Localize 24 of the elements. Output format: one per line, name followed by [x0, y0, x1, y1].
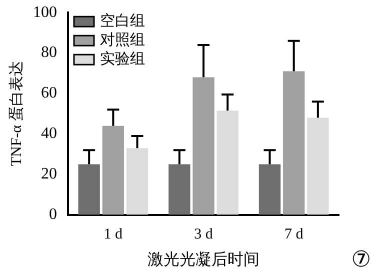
y-tick-label: 40 [41, 125, 57, 142]
bar [192, 77, 214, 215]
legend-label: 实验组 [100, 50, 145, 68]
y-tick-label: 20 [41, 166, 57, 183]
x-axis-title: 激光光凝后时间 [148, 250, 260, 269]
text: ⑦ [351, 248, 371, 273]
bar [78, 164, 100, 215]
x-tick-label: 3 d [194, 226, 214, 243]
legend-label: 空白组 [100, 12, 145, 30]
y-tick-label: 60 [41, 84, 57, 102]
x-tick-label: 1 d [104, 226, 124, 243]
bar [126, 148, 148, 215]
y-tick-label: 80 [41, 44, 57, 62]
y-axis-title: TNF-α 蛋白表达 [8, 61, 25, 166]
x-tick-label: 7 d [284, 226, 304, 243]
bar [102, 126, 124, 215]
legend-label: 对照组 [100, 32, 145, 49]
y-tick-label: 0 [49, 206, 57, 224]
bar [258, 164, 281, 215]
bar [216, 110, 238, 215]
bar [168, 164, 190, 215]
y-tick-label: 100 [33, 4, 57, 21]
bar [307, 118, 329, 215]
bar [282, 71, 305, 215]
